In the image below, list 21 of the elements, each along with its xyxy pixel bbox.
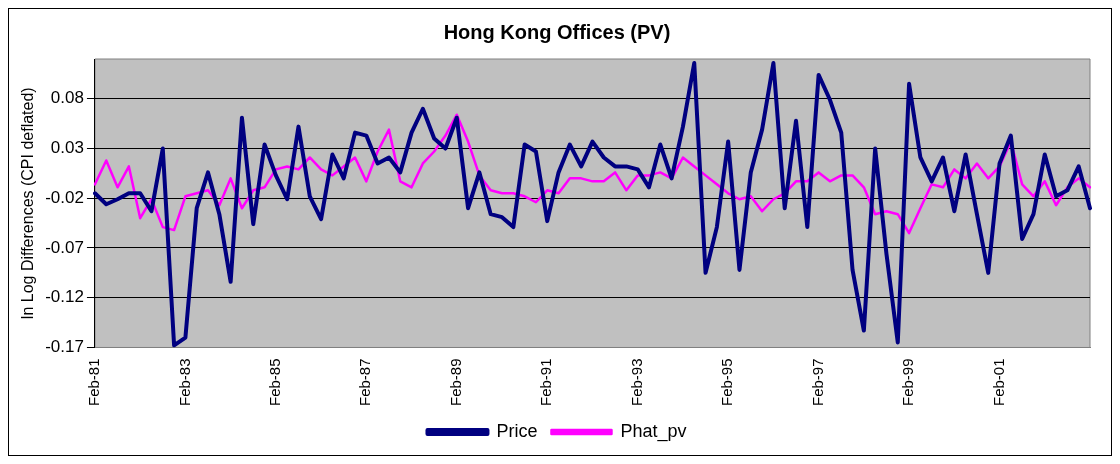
y-tick-label: -0.02 (45, 187, 84, 207)
y-axis-title: ln Log Differences (CPI deflated) (19, 87, 37, 320)
x-tick-label: Feb-93 (627, 358, 645, 406)
x-tick-label: Feb-01 (989, 358, 1007, 406)
x-tick-label: Feb-81 (85, 358, 103, 406)
y-tick-label: -0.12 (45, 287, 84, 307)
x-tick-label: Feb-83 (175, 358, 193, 406)
y-tick-label: -0.07 (45, 237, 84, 257)
x-tick-label: Feb-85 (266, 358, 284, 406)
x-tick-label: Feb-99 (899, 358, 917, 406)
chart-title: Hong Kong Offices (PV) (443, 20, 671, 43)
x-tick-label: Feb-89 (446, 358, 464, 406)
x-tick-label: Feb-87 (356, 358, 374, 406)
legend-label: Phat_pv (620, 420, 687, 442)
x-tick-label: Feb-91 (537, 358, 555, 406)
y-tick-label: 0.03 (50, 138, 84, 158)
x-tick-label: Feb-97 (808, 358, 826, 406)
x-tick-label: Feb-95 (718, 358, 736, 406)
y-tick-label: 0.08 (50, 88, 84, 108)
y-tick-label: -0.17 (45, 337, 84, 357)
legend-label: Price (496, 420, 538, 441)
